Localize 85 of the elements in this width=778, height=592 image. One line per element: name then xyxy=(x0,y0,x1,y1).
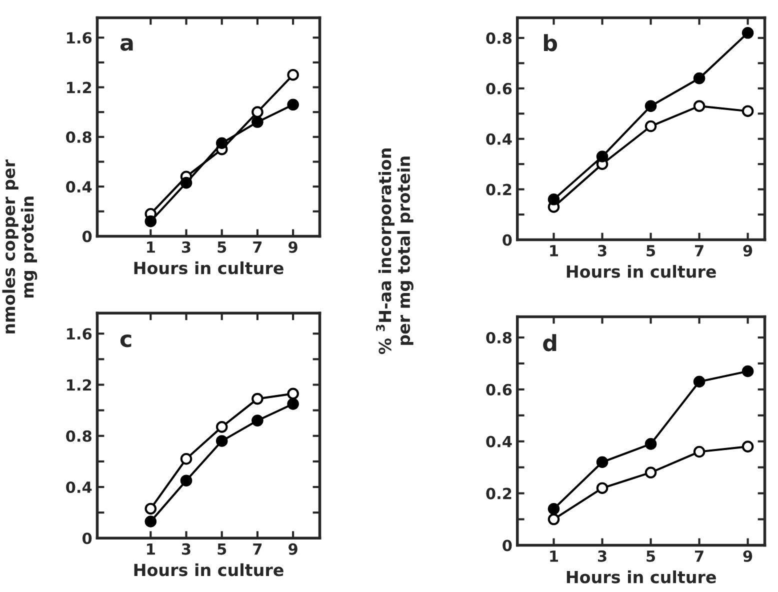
y-tick-label: 0.4 xyxy=(66,181,92,193)
y-tick-label: 0.8 xyxy=(486,32,512,44)
x-axis-title: Hours in culture xyxy=(134,261,284,274)
point xyxy=(693,446,706,458)
x-tick-label: 9 xyxy=(743,244,752,256)
x-tick-label: 7 xyxy=(694,245,704,256)
y-tick-label: 0 xyxy=(502,540,512,552)
x-axis-title: Hours in culture xyxy=(566,264,716,278)
point xyxy=(216,421,228,433)
y-tick-label: 0.4 xyxy=(486,133,512,145)
point xyxy=(742,365,754,378)
point xyxy=(252,116,264,128)
y-tick-label: 1.6 xyxy=(67,328,92,340)
annotation: c xyxy=(120,334,132,348)
y-axis-title: % $^{3}$H-aa incorporation per mg total protein xyxy=(376,148,414,354)
annotation: b xyxy=(544,34,558,52)
y-tick-label: 0.2 xyxy=(486,184,512,196)
point xyxy=(693,376,706,388)
point xyxy=(596,456,608,468)
y-tick-label: 0.8 xyxy=(66,131,92,143)
point xyxy=(252,414,264,426)
y-tick-label: 0.8 xyxy=(486,332,512,344)
annotation: d xyxy=(543,334,556,352)
point xyxy=(180,176,192,189)
y-tick-label: 1.2 xyxy=(67,379,92,391)
x-tick-label: 9 xyxy=(288,543,298,555)
x-tick-label: 1 xyxy=(147,242,155,253)
x-tick-label: 3 xyxy=(598,244,606,256)
x-tick-label: 3 xyxy=(182,241,190,253)
point xyxy=(252,392,264,405)
x-tick-label: 1 xyxy=(550,245,558,256)
annotation: a xyxy=(120,38,133,51)
point xyxy=(548,513,560,526)
x-tick-label: 1 xyxy=(550,550,558,562)
point xyxy=(287,68,299,81)
point xyxy=(742,105,754,118)
point xyxy=(644,120,657,132)
point xyxy=(287,388,299,400)
y-tick-label: 0.6 xyxy=(486,384,512,396)
point xyxy=(644,466,657,478)
point xyxy=(287,398,299,410)
y-tick-label: 1.6 xyxy=(67,32,92,44)
point xyxy=(693,100,706,112)
x-tick-label: 5 xyxy=(646,245,656,256)
point xyxy=(216,435,228,447)
x-tick-label: 5 xyxy=(218,242,226,253)
point xyxy=(742,26,754,39)
y-tick-label: 0.6 xyxy=(486,82,512,94)
point xyxy=(144,516,157,528)
point xyxy=(144,502,157,515)
y-tick-label: 0 xyxy=(82,532,92,544)
y-axis-title: nmoles copper per mg protein xyxy=(2,159,38,334)
x-tick-label: 3 xyxy=(182,543,190,555)
x-tick-label: 3 xyxy=(598,550,606,562)
point xyxy=(180,452,192,465)
x-axis-title: Hours in culture xyxy=(134,563,284,576)
point xyxy=(144,215,157,228)
x-tick-label: 5 xyxy=(646,550,656,562)
point xyxy=(216,137,228,150)
x-tick-label: 9 xyxy=(288,241,298,253)
point xyxy=(596,150,608,162)
x-axis-title: Hours in culture xyxy=(566,570,716,584)
y-tick-label: 0 xyxy=(82,230,92,242)
x-tick-label: 7 xyxy=(253,543,262,555)
point xyxy=(742,440,754,452)
point xyxy=(252,106,264,118)
point xyxy=(180,474,192,487)
y-tick-label: 0 xyxy=(502,234,512,246)
x-tick-label: 7 xyxy=(694,550,704,562)
point xyxy=(644,100,657,112)
point xyxy=(596,482,608,494)
y-tick-label: 0.8 xyxy=(66,430,92,442)
point xyxy=(287,98,299,111)
x-tick-label: 5 xyxy=(218,543,226,555)
point xyxy=(693,72,706,84)
y-tick-label: 0.2 xyxy=(486,488,512,500)
y-tick-label: 0.4 xyxy=(486,436,512,448)
y-tick-label: 1.2 xyxy=(67,82,92,94)
x-tick-label: 9 xyxy=(743,550,752,562)
point xyxy=(548,193,560,206)
y-tick-label: 0.4 xyxy=(66,481,92,494)
point xyxy=(548,502,560,515)
point xyxy=(644,438,657,450)
x-tick-label: 1 xyxy=(147,543,155,555)
x-tick-label: 7 xyxy=(253,242,262,253)
